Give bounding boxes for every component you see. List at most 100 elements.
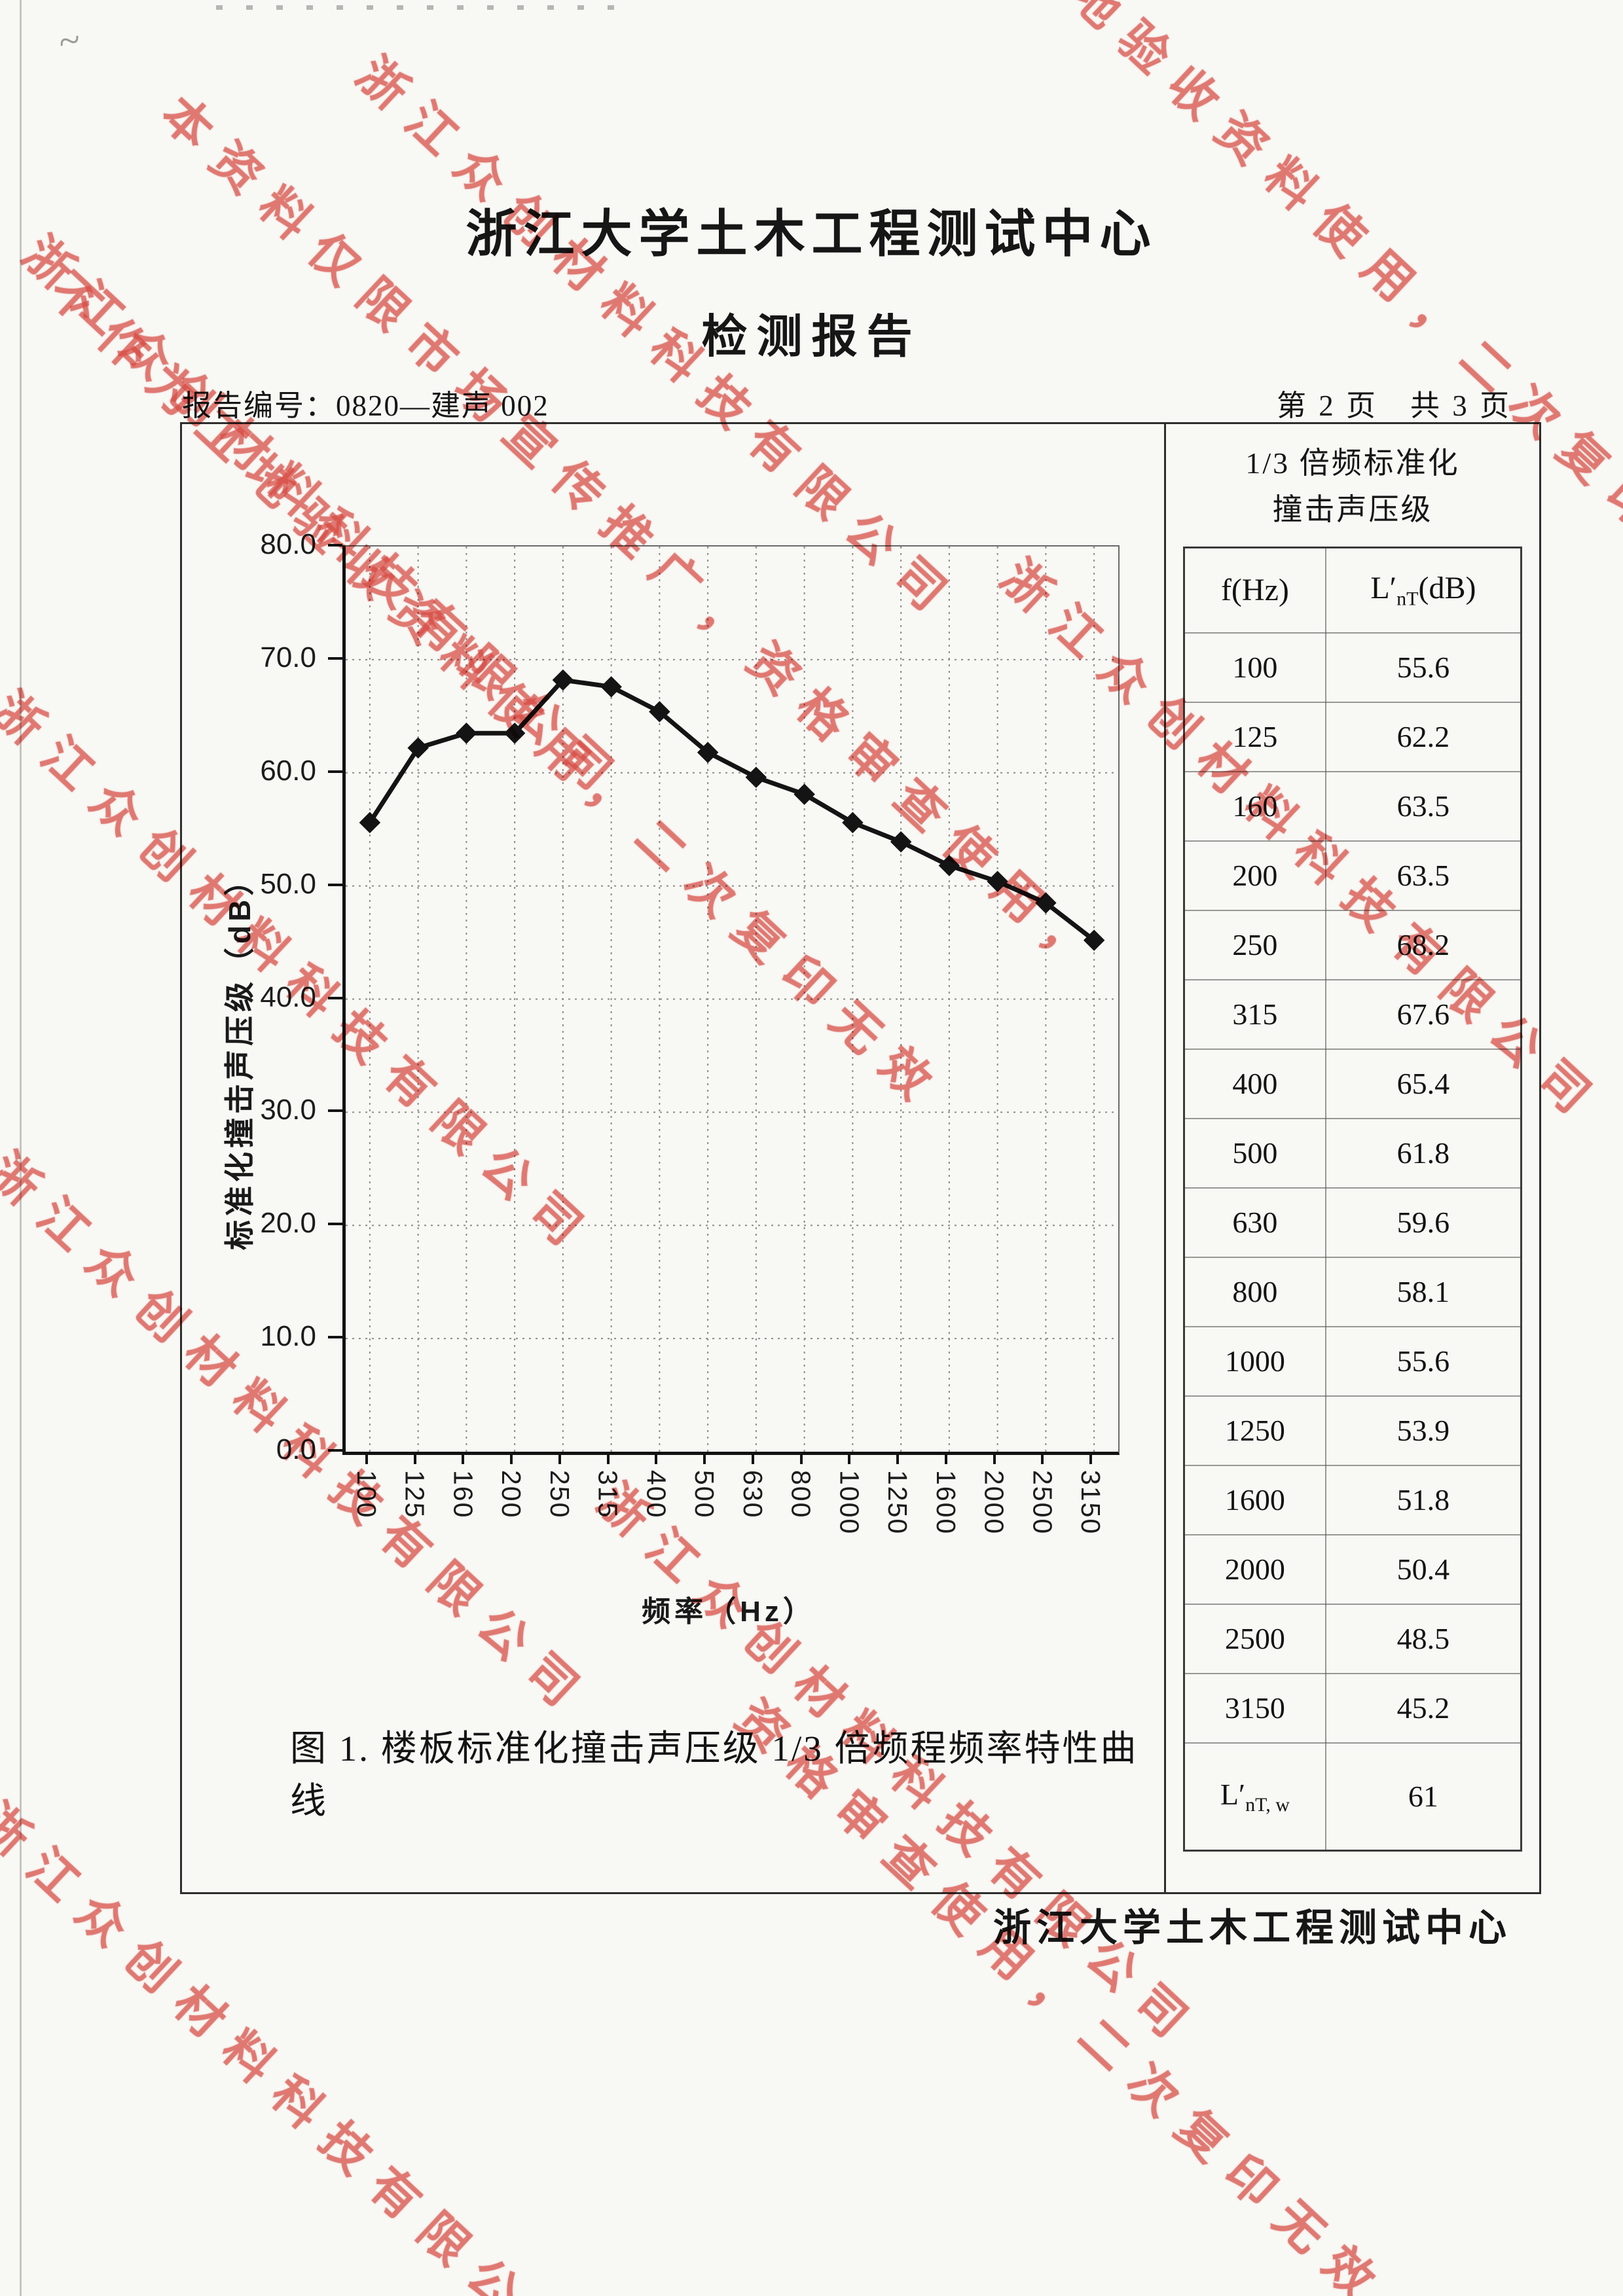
table-row: 1000 55.6 — [1183, 1325, 1522, 1397]
data-point-marker — [793, 783, 815, 805]
table-row: 400 65.4 — [1183, 1048, 1522, 1119]
x-tick-label: 630 — [737, 1470, 768, 1519]
cell-frequency: 630 — [1183, 1187, 1326, 1258]
y-tick-label: 0.0 — [276, 1433, 316, 1465]
footer-org-name: 浙江大学土木工程测试中心 — [993, 1907, 1512, 1949]
y-tick-label: 30.0 — [260, 1094, 316, 1126]
x-tick-label: 200 — [496, 1470, 527, 1519]
cell-frequency: 125 — [1183, 701, 1326, 772]
x-tick-mark — [751, 1454, 754, 1464]
x-tick-label: 160 — [448, 1470, 479, 1519]
cell-frequency: 1250 — [1183, 1395, 1326, 1466]
table-column: 1/3 倍频标准化 撞击声压级 f(Hz) L′nT(dB) 100 55.6 12… — [1166, 424, 1539, 1892]
x-tick-label: 800 — [786, 1470, 816, 1519]
cell-frequency: 800 — [1183, 1256, 1326, 1327]
y-tick-mark — [328, 883, 342, 886]
cell-level: 55.6 — [1324, 1325, 1522, 1397]
y-tick-mark — [328, 1109, 342, 1113]
x-tick-mark — [703, 1454, 706, 1464]
y-tick-label: 80.0 — [260, 528, 316, 560]
table-row: 125 62.2 — [1183, 701, 1522, 772]
x-tick-label: 100 — [351, 1470, 382, 1519]
cell-level: 63.5 — [1324, 770, 1522, 842]
cell-level: 55.6 — [1324, 632, 1522, 703]
cell-frequency: 315 — [1183, 978, 1326, 1050]
y-tick-mark — [328, 544, 342, 547]
table-title: 1/3 倍频标准化 撞击声压级 — [1183, 440, 1522, 533]
cell-level: 50.4 — [1324, 1534, 1522, 1605]
page-subtitle: 检测报告 — [701, 312, 922, 363]
table-summary-row: L′nT, w 61 — [1183, 1742, 1522, 1852]
x-tick-mark — [848, 1454, 851, 1464]
x-tick-mark — [1041, 1454, 1044, 1464]
data-point-marker — [456, 722, 477, 744]
cell-level: 59.6 — [1324, 1187, 1522, 1258]
cell-level: 51.8 — [1324, 1464, 1522, 1535]
y-tick-label: 60.0 — [260, 754, 316, 787]
table-row: 250 68.2 — [1183, 909, 1522, 980]
table-row: 100 55.6 — [1183, 632, 1522, 703]
x-tick-mark — [462, 1454, 465, 1464]
y-axis-title: 标准化撞击声压级（dB） — [223, 861, 257, 1250]
data-point-marker — [938, 855, 960, 876]
data-point-marker — [503, 722, 526, 744]
cell-frequency: 2500 — [1183, 1603, 1326, 1674]
y-tick-label: 20.0 — [260, 1207, 316, 1240]
x-tick-mark — [944, 1454, 947, 1464]
summary-value: 61 — [1324, 1742, 1522, 1852]
chart-svg — [346, 547, 1118, 1452]
data-point-marker — [890, 831, 912, 853]
y-tick-mark — [328, 1449, 342, 1452]
table-row: 2500 48.5 — [1183, 1603, 1522, 1674]
y-tick-mark — [328, 770, 342, 773]
x-tick-label: 1250 — [883, 1470, 913, 1535]
y-tick-mark — [328, 656, 342, 660]
x-tick-mark — [606, 1454, 610, 1464]
summary-label: L′nT, w — [1183, 1742, 1326, 1852]
x-tick-mark — [799, 1454, 803, 1464]
results-table: f(Hz) L′nT(dB) 100 55.6 125 62.2 160 63.5 200 6… — [1183, 546, 1522, 1852]
x-tick-mark — [1089, 1454, 1093, 1464]
data-point-marker — [1083, 929, 1105, 951]
cell-level: 61.8 — [1324, 1117, 1522, 1189]
table-row: 200 63.5 — [1183, 840, 1522, 911]
x-tick-mark — [510, 1454, 513, 1464]
y-tick-label: 10.0 — [260, 1320, 316, 1353]
x-tick-label: 2500 — [1027, 1470, 1058, 1535]
data-point-marker — [600, 676, 622, 698]
cell-level: 53.9 — [1324, 1395, 1522, 1466]
scan-squiggle-mark: ~ — [54, 17, 84, 64]
x-tick-mark — [558, 1454, 561, 1464]
x-tick-label: 2000 — [979, 1470, 1010, 1535]
table-row: 160 63.5 — [1183, 770, 1522, 842]
line-chart-plot — [342, 545, 1120, 1455]
cell-frequency: 100 — [1183, 632, 1326, 703]
x-tick-label: 125 — [399, 1470, 430, 1519]
x-tick-label: 500 — [689, 1470, 720, 1519]
cell-level: 63.5 — [1324, 840, 1522, 911]
x-tick-label: 1600 — [930, 1470, 961, 1535]
x-tick-mark — [365, 1454, 368, 1464]
cell-level: 45.2 — [1324, 1672, 1522, 1744]
scan-edge-line — [20, 0, 22, 2296]
x-tick-label: 1000 — [834, 1470, 865, 1535]
col-header-level: L′nT(dB) — [1324, 547, 1522, 634]
table-row: 630 59.6 — [1183, 1187, 1522, 1258]
y-tick-mark — [328, 1223, 342, 1226]
cell-frequency: 160 — [1183, 770, 1326, 842]
data-point-marker — [745, 766, 767, 788]
data-line — [367, 677, 1096, 942]
col-header-frequency: f(Hz) — [1183, 547, 1326, 634]
cell-frequency: 250 — [1183, 909, 1326, 980]
page-indicator: 第 2 页 共 3 页 — [1276, 389, 1512, 422]
y-tick-label: 70.0 — [260, 641, 316, 673]
report-number: 报告编号：0820—建声 002 — [182, 389, 549, 422]
cell-frequency: 400 — [1183, 1048, 1326, 1119]
cell-level: 48.5 — [1324, 1603, 1522, 1674]
table-title-line1: 1/3 倍频标准化 — [1245, 446, 1460, 480]
x-tick-label: 3150 — [1076, 1470, 1106, 1535]
y-tick-label: 50.0 — [260, 867, 316, 900]
x-tick-mark — [413, 1454, 416, 1464]
x-tick-mark — [655, 1454, 658, 1464]
